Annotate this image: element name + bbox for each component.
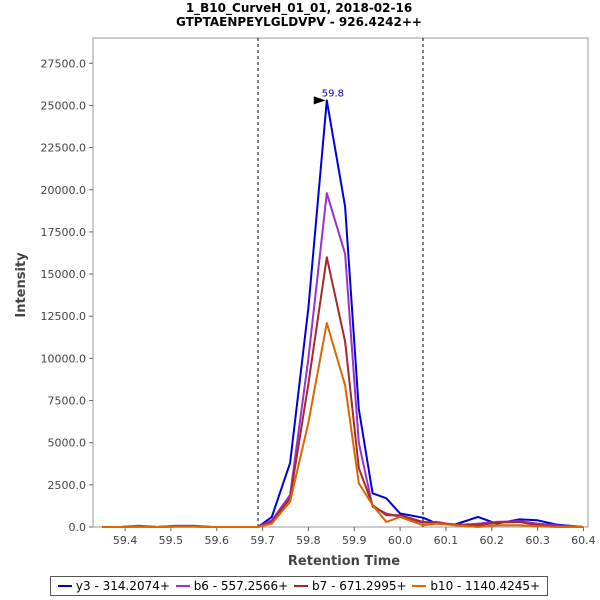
y-tick-label: 17500.0 xyxy=(41,226,87,239)
chart-title: 1_B10_CurveH_01_01, 2018-02-16 xyxy=(186,1,412,16)
legend-item: b6 - 557.2566+ xyxy=(175,579,289,593)
x-tick-label: 59.9 xyxy=(342,534,367,547)
y-tick-label: 7500.0 xyxy=(48,395,87,408)
legend-item: y3 - 314.2074+ xyxy=(57,579,170,593)
y-tick-label: 10000.0 xyxy=(41,352,87,365)
x-tick-label: 60.3 xyxy=(525,534,550,547)
x-tick-label: 59.6 xyxy=(205,534,230,547)
legend-label: b10 - 1140.4245+ xyxy=(430,579,541,593)
y-tick-label: 5000.0 xyxy=(48,437,87,450)
x-axis: 59.4 59.5 59.6 59.7 59.8 59.9 60.0 60.1 60.2 60.3… xyxy=(113,527,596,547)
y-tick-label: 0.0 xyxy=(69,521,87,534)
legend-label: y3 - 314.2074+ xyxy=(75,579,170,593)
y-tick-label: 27500.0 xyxy=(41,57,87,70)
x-tick-label: 59.5 xyxy=(159,534,184,547)
y-tick-label: 2500.0 xyxy=(48,479,87,492)
peak-label: 59.8 xyxy=(322,88,344,99)
y-axis-label: Intensity xyxy=(14,252,29,318)
y-tick-label: 22500.0 xyxy=(41,142,87,155)
legend-item: b7 - 671.2995+ xyxy=(294,579,407,593)
y-tick-label: 25000.0 xyxy=(41,99,87,112)
x-tick-label: 59.7 xyxy=(250,534,275,547)
x-tick-label: 60.1 xyxy=(434,534,459,547)
y-axis: 0.0 2500.0 5000.0 7500.0 10000.0 12500.0 15000… xyxy=(41,57,93,534)
x-tick-label: 60.0 xyxy=(388,534,413,547)
legend-swatch xyxy=(294,585,308,587)
x-axis-label: Retention Time xyxy=(288,554,400,569)
series-group xyxy=(102,99,584,528)
x-tick-label: 60.4 xyxy=(571,534,596,547)
x-tick-label: 59.4 xyxy=(113,534,138,547)
series-line xyxy=(102,322,584,528)
chart-subtitle: GTPTAENPEYLGLDVPV - 926.4242++ xyxy=(176,15,422,29)
legend-swatch xyxy=(175,585,190,587)
plot-area xyxy=(92,37,589,528)
x-tick-label: 60.2 xyxy=(480,534,505,547)
legend-label: b6 - 557.2566+ xyxy=(193,579,289,593)
legend-label: b7 - 671.2995+ xyxy=(312,579,407,593)
legend: y3 - 314.2074+ b6 - 557.2566+ b7 - 671.299… xyxy=(50,576,548,596)
x-tick-label: 59.8 xyxy=(296,534,321,547)
y-tick-label: 15000.0 xyxy=(41,268,87,281)
legend-item: b10 - 1140.4245+ xyxy=(412,579,540,593)
peak-arrow-icon xyxy=(313,96,326,105)
legend-swatch xyxy=(412,585,427,587)
legend-swatch xyxy=(57,585,72,587)
y-tick-label: 20000.0 xyxy=(41,184,87,197)
peak-marker: 59.8 xyxy=(313,88,344,105)
chart-canvas: 1_B10_CurveH_01_01, 2018-02-16 GTPTAENPE… xyxy=(14,1,596,569)
y-tick-label: 12500.0 xyxy=(41,310,87,323)
